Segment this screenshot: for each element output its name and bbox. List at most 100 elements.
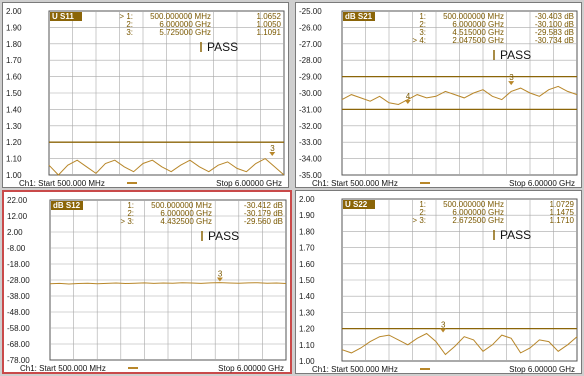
y-tick-label: -58.00	[7, 324, 30, 333]
y-tick-label: -30.00	[299, 89, 322, 98]
chart-s11[interactable]: 2.00 1.90 1.80 1.70 1.60 1.50 1.40 1.30 1.20 1.10…	[2, 2, 289, 188]
y-tick-label: 1.10	[299, 341, 315, 350]
y-tick-label: -48.00	[7, 308, 30, 317]
marker-frequency: 5.725000 GHz	[159, 28, 211, 37]
pass-indicator: PASS	[500, 48, 531, 62]
marker-frequency: 500.000000 MHz	[443, 200, 504, 209]
trace-line	[48, 157, 285, 176]
y-tick-label: 12.00	[7, 212, 28, 221]
chart-s12[interactable]: 22.00 12.00 2.00 -8.00 -18.00 -28.00 -38.00 -48…	[2, 190, 292, 374]
y-tick-label: 1.00	[299, 357, 315, 366]
trace-badge-bg	[51, 201, 83, 210]
pass-indicator: PASS	[208, 229, 239, 243]
marker-frequency: 500.000000 MHz	[443, 12, 504, 21]
trace-badge-bg	[343, 200, 375, 209]
y-tick-label: -78.00	[7, 356, 30, 365]
y-tick-label: 1.50	[6, 89, 22, 98]
y-tick-label: 1.20	[299, 325, 315, 334]
marker-frequency: 6.000000 GHz	[159, 20, 211, 29]
marker-frequency: 4.432500 GHz	[160, 217, 212, 226]
trace-badge[interactable]: U S22	[345, 200, 368, 209]
y-tick-label: 1.10	[6, 155, 22, 164]
y-tick-label: 2.00	[6, 7, 22, 16]
chart-s12-svg: 22.00 12.00 2.00 -8.00 -18.00 -28.00 -38.00 -48…	[7, 196, 287, 373]
chart-s21[interactable]: -25.00 -26.00 -27.00 -28.00 -29.00 -30.00 -31.…	[295, 2, 582, 188]
y-tick-label: 1.40	[299, 292, 315, 301]
marker-frequency: 500.000000 MHz	[150, 12, 211, 21]
y-tick-label: 22.00	[7, 196, 28, 205]
y-tick-label: 1.90	[299, 211, 315, 220]
trace-badge[interactable]: dB S21	[345, 12, 373, 21]
marker-value: -30.100 dB	[535, 20, 574, 29]
trace-line	[341, 332, 578, 356]
marker-value: -29.560 dB	[244, 217, 283, 226]
y-tick-label: -31.00	[299, 105, 322, 114]
y-tick-label: -25.00	[299, 7, 322, 16]
y-tick-label: -28.00	[7, 276, 30, 285]
marker-index: > 3:	[120, 217, 134, 226]
marker-value: 1.1710	[550, 216, 575, 225]
marker-value: 1.1091	[257, 28, 282, 37]
marker-label: 3	[509, 73, 514, 82]
marker-value: -30.179 dB	[244, 209, 283, 218]
marker-triangle[interactable]	[216, 277, 223, 282]
marker-triangle[interactable]	[404, 99, 411, 104]
marker-frequency: 2.047500 GHz	[452, 36, 504, 45]
marker-value: 1.0652	[257, 12, 282, 21]
marker-value: -30.403 dB	[535, 12, 574, 21]
chart-s11-svg: 2.00 1.90 1.80 1.70 1.60 1.50 1.40 1.30 1.20 1.10…	[6, 7, 285, 188]
marker-label: 3	[270, 144, 275, 153]
marker-label: 3	[441, 320, 446, 329]
chart-s22-svg: 2.00 1.90 1.80 1.70 1.60 1.50 1.40 1.30 1.20 1.10…	[299, 195, 578, 374]
marker-value: 1.0050	[257, 20, 282, 29]
marker-triangle[interactable]	[508, 81, 515, 86]
chart-s21-svg: -25.00 -26.00 -27.00 -28.00 -29.00 -30.00 -31.…	[299, 7, 578, 188]
y-tick-label: -32.00	[299, 122, 322, 131]
footer-start: Ch1: Start 500.000 MHz	[312, 365, 398, 374]
marker-value: -29.583 dB	[535, 28, 574, 37]
y-tick-label: -18.00	[7, 260, 30, 269]
y-tick-label: -68.00	[7, 340, 30, 349]
footer-stop: Stop 6.00000 GHz	[216, 179, 282, 188]
trace-badge-bg	[343, 12, 375, 21]
marker-value: 1.0729	[550, 200, 575, 209]
marker-frequency: 4.515000 GHz	[452, 28, 504, 37]
trace-badge-bg	[50, 12, 82, 21]
chart-s22[interactable]: 2.00 1.90 1.80 1.70 1.60 1.50 1.40 1.30 1.20 1.10…	[295, 190, 582, 374]
marker-triangle[interactable]	[269, 151, 276, 156]
y-tick-label: 1.60	[299, 260, 315, 269]
y-tick-label: -33.00	[299, 138, 322, 147]
pass-indicator: PASS	[500, 228, 531, 242]
y-tick-label: 1.50	[299, 276, 315, 285]
marker-index: 2:	[126, 20, 133, 29]
marker-index: 2:	[419, 20, 426, 29]
y-tick-label: 1.70	[299, 244, 315, 253]
trace-badge[interactable]: U S11	[52, 12, 74, 21]
y-tick-label: -27.00	[299, 40, 322, 49]
footer-start: Ch1: Start 500.000 MHz	[20, 364, 106, 373]
marker-value: 1.1475	[550, 208, 575, 217]
y-tick-label: 1.60	[6, 73, 22, 82]
y-tick-label: 1.20	[6, 138, 22, 147]
marker-frequency: 6.000000 GHz	[452, 20, 504, 29]
trace-line	[341, 85, 578, 106]
y-tick-label: 1.80	[6, 40, 22, 49]
marker-index: 1:	[127, 201, 134, 210]
marker-index: > 3:	[412, 216, 426, 225]
footer-start: Ch1: Start 500.000 MHz	[19, 179, 105, 188]
marker-label: 4	[406, 92, 411, 101]
y-tick-label: -35.00	[299, 171, 322, 180]
marker-frequency: 2.672500 GHz	[452, 216, 504, 225]
marker-triangle[interactable]	[440, 328, 447, 333]
marker-value: -30.412 dB	[244, 201, 283, 210]
footer-stop: Stop 6.00000 GHz	[509, 179, 575, 188]
y-tick-label: 1.00	[6, 171, 22, 180]
marker-index: > 4:	[412, 36, 426, 45]
marker-index: 3:	[419, 28, 426, 37]
trace-badge[interactable]: dB S12	[53, 201, 81, 210]
y-tick-label: -26.00	[299, 23, 322, 32]
marker-frequency: 500.000000 MHz	[151, 201, 212, 210]
y-tick-label: 2.00	[7, 228, 23, 237]
footer-start: Ch1: Start 500.000 MHz	[312, 179, 398, 188]
y-tick-label: -8.00	[7, 244, 26, 253]
